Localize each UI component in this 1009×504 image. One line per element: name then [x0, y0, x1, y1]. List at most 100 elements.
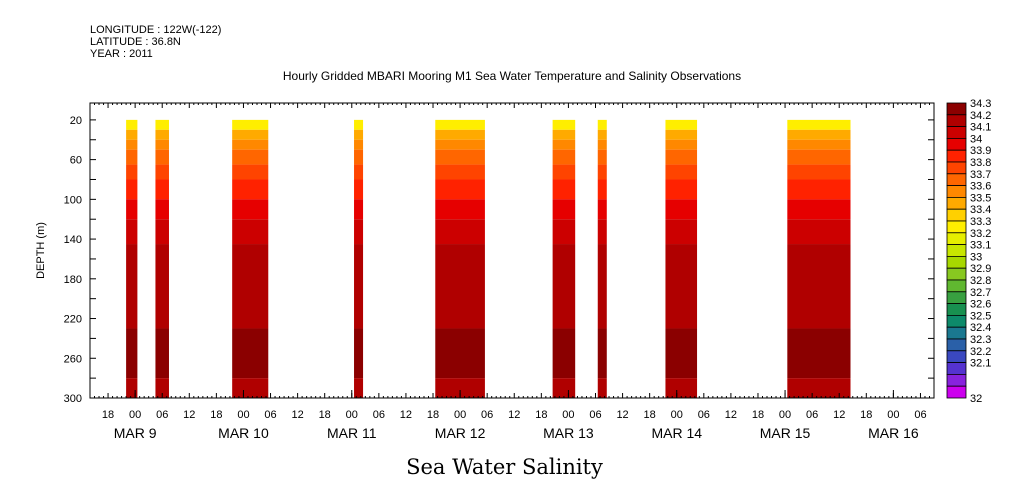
- salinity-cell-7-8: [665, 244, 698, 329]
- colorbar-label: 33.8: [970, 157, 991, 169]
- salinity-cell-5-0: [552, 119, 576, 130]
- salinity-cell-6-7: [597, 219, 607, 245]
- y-tick-label: 60: [70, 155, 82, 167]
- salinity-cell-5-5: [552, 179, 576, 200]
- colorbar-label: 33.3: [970, 216, 991, 228]
- x-tick-label: 18: [210, 409, 222, 421]
- colorbar: 34.234.13433.933.833.733.633.533.433.333…: [946, 98, 991, 405]
- salinity-cell-6-5: [597, 179, 607, 200]
- colorbar-label: 34.1: [970, 122, 991, 134]
- salinity-cell-5-4: [552, 164, 576, 180]
- footer-title: Sea Water Salinity: [406, 455, 603, 479]
- salinity-cell-0-4: [126, 164, 138, 180]
- x-tick-label: 06: [481, 409, 493, 421]
- salinity-cell-8-7: [787, 219, 851, 245]
- x-tick-label: 00: [129, 409, 141, 421]
- x-tick-label: 18: [319, 409, 331, 421]
- colorbar-label: 32.6: [970, 299, 991, 311]
- axes: 18 00 06 12 18 00 06 12 18 00 06 12 18 00 06 12 18 00 06 12…: [35, 102, 935, 441]
- colorbar-label: 33.2: [970, 228, 991, 240]
- x-tick-label: 12: [183, 409, 195, 421]
- colorbar-label: 32.5: [970, 310, 991, 322]
- salinity-cell-3-10: [354, 378, 364, 398]
- salinity-cell-6-0: [597, 119, 607, 130]
- salinity-cell-8-1: [787, 129, 851, 140]
- salinity-cell-4-2: [435, 139, 485, 150]
- x-day-label: MAR 12: [435, 425, 486, 441]
- salinity-cell-8-0: [787, 119, 851, 130]
- colorbar-swatch: [946, 161, 967, 175]
- x-tick-label: 12: [833, 409, 845, 421]
- x-tick-label: 06: [698, 409, 710, 421]
- colorbar-label: 32.7: [970, 287, 991, 299]
- salinity-cell-4-0: [435, 119, 485, 130]
- salinity-cell-8-5: [787, 179, 851, 200]
- colorbar-label-bottom: 32: [970, 393, 982, 405]
- colorbar-label-top: 34.3: [970, 98, 991, 110]
- salinity-cell-3-5: [354, 179, 364, 200]
- salinity-cell-2-6: [232, 199, 269, 220]
- salinity-cell-2-3: [232, 149, 269, 165]
- x-tick-label: 18: [427, 409, 439, 421]
- salinity-cell-1-7: [155, 219, 169, 245]
- salinity-cell-7-4: [665, 164, 698, 180]
- salinity-cell-8-6: [787, 199, 851, 220]
- colorbar-label: 34: [970, 133, 982, 145]
- colorbar-label: 32.8: [970, 275, 991, 287]
- salinity-cell-2-4: [232, 164, 269, 180]
- salinity-cell-4-9: [435, 328, 485, 379]
- salinity-cell-7-6: [665, 199, 698, 220]
- salinity-cell-4-10: [435, 378, 485, 398]
- salinity-cell-3-0: [354, 119, 364, 130]
- salinity-cell-2-2: [232, 139, 269, 150]
- salinity-cell-3-4: [354, 164, 364, 180]
- colorbar-swatch: [946, 220, 967, 234]
- salinity-cell-0-2: [126, 139, 138, 150]
- salinity-cell-0-1: [126, 129, 138, 140]
- salinity-cell-1-6: [155, 199, 169, 220]
- colorbar-swatch: [946, 326, 967, 340]
- salinity-cell-5-3: [552, 149, 576, 165]
- salinity-cell-1-9: [155, 328, 169, 379]
- x-tick-label: 12: [725, 409, 737, 421]
- salinity-cell-2-9: [232, 328, 269, 379]
- salinity-cell-4-1: [435, 129, 485, 140]
- colorbar-swatch: [946, 196, 967, 210]
- salinity-cell-7-7: [665, 219, 698, 245]
- salinity-cell-5-9: [552, 328, 576, 379]
- salinity-cell-2-8: [232, 244, 269, 329]
- x-tick-label: 06: [914, 409, 926, 421]
- salinity-cell-5-6: [552, 199, 576, 220]
- y-tick-label: 140: [64, 234, 82, 246]
- latitude-label: LATITUDE : 36.8N: [90, 36, 181, 48]
- colorbar-swatch: [946, 362, 967, 375]
- colorbar-swatch: [946, 126, 967, 139]
- salinity-cell-5-10: [552, 378, 576, 398]
- plot-frame: [89, 102, 935, 399]
- x-day-label: MAR 15: [760, 425, 811, 441]
- colorbar-swatch: [946, 244, 967, 257]
- salinity-cell-6-4: [597, 164, 607, 180]
- colorbar-swatch: [946, 102, 967, 116]
- y-axis-label: DEPTH (m): [35, 222, 47, 279]
- x-tick-label: 00: [779, 409, 791, 421]
- salinity-cell-0-6: [126, 199, 138, 220]
- x-tick-label: 00: [237, 409, 249, 421]
- colorbar-label: 32.2: [970, 346, 991, 358]
- colorbar-label: 33.6: [970, 181, 991, 193]
- colorbar-label: 33.1: [970, 240, 991, 252]
- colorbar-swatch: [946, 255, 967, 269]
- salinity-cell-1-1: [155, 129, 169, 140]
- data-area: [126, 119, 851, 398]
- x-tick-label: 06: [264, 409, 276, 421]
- x-tick-label: 00: [454, 409, 466, 421]
- salinity-cell-5-7: [552, 219, 576, 245]
- salinity-cell-3-6: [354, 199, 364, 220]
- x-day-label: MAR 9: [114, 425, 157, 441]
- colorbar-label: 34.2: [970, 110, 991, 122]
- colorbar-label: 32.9: [970, 263, 991, 275]
- y-tick-label: 20: [70, 115, 82, 127]
- colorbar-label: 32.1: [970, 358, 991, 370]
- salinity-cell-4-4: [435, 164, 485, 180]
- salinity-cell-7-0: [665, 119, 698, 130]
